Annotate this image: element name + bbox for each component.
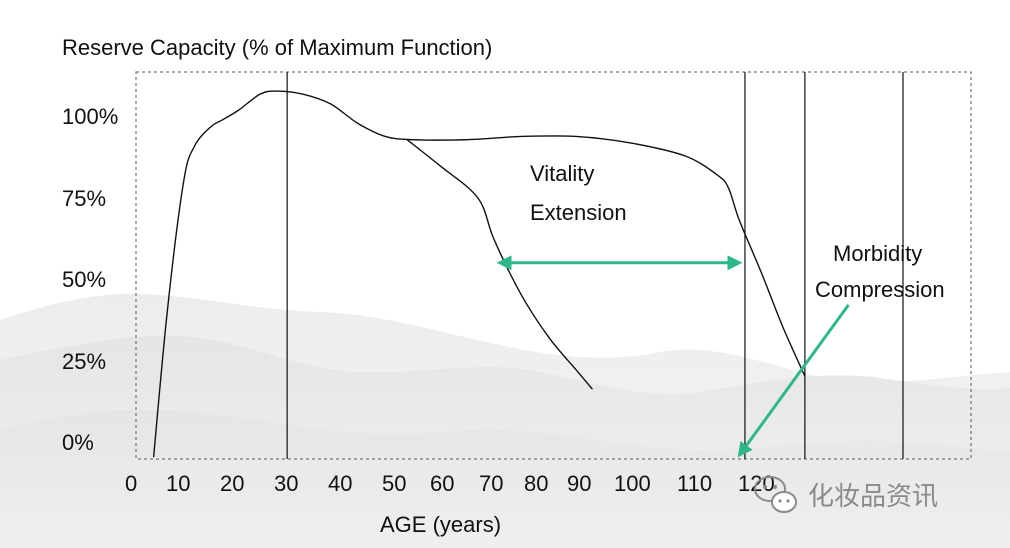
x-tick-60: 60	[430, 471, 454, 496]
wechat-icon	[754, 476, 797, 513]
y-tick-75: 75%	[62, 186, 106, 211]
vitality-label-line2: Extension	[530, 200, 627, 225]
mountain-background	[0, 280, 1010, 548]
y-tick-25: 25%	[62, 349, 106, 374]
x-tick-50: 50	[382, 471, 406, 496]
y-tick-0: 0%	[62, 430, 94, 455]
x-tick-70: 70	[479, 471, 503, 496]
plot-frame	[135, 71, 972, 460]
x-tick-10: 10	[166, 471, 190, 496]
watermark-text: 化妆品资讯	[808, 482, 938, 512]
y-tick-100: 100%	[62, 104, 118, 129]
mist-overlay	[0, 280, 1010, 548]
x-tick-110: 110	[677, 471, 712, 496]
vitality-extension-annotation: Vitality Extension	[496, 161, 743, 271]
morbidity-compression-annotation: Morbidity Compression	[737, 241, 945, 458]
morbidity-label-line2: Compression	[815, 277, 945, 302]
x-tick-100: 100	[614, 471, 651, 496]
x-tick-30: 30	[274, 471, 298, 496]
vertical-reference-lines	[286, 72, 904, 459]
y-tick-50: 50%	[62, 267, 106, 292]
x-tick-40: 40	[328, 471, 352, 496]
x-axis-title: AGE (years)	[380, 512, 501, 537]
curve-series-0	[152, 90, 806, 458]
x-tick-80: 80	[524, 471, 548, 496]
y-ticks: 100% 75% 50% 25% 0%	[62, 104, 118, 455]
morbidity-compression-arrow	[737, 304, 850, 458]
watermark: 化妆品资讯	[754, 476, 938, 513]
vitality-label-line1: Vitality	[530, 161, 594, 186]
morbidity-label-line1: Morbidity	[833, 241, 922, 266]
x-ticks: 0 10 20 30 40 50 60 70 80 90 100 110 120	[125, 471, 775, 496]
y-axis-title: Reserve Capacity (% of Maximum Function)	[62, 35, 492, 60]
x-tick-90: 90	[567, 471, 591, 496]
x-tick-20: 20	[220, 471, 244, 496]
x-tick-0: 0	[125, 471, 137, 496]
